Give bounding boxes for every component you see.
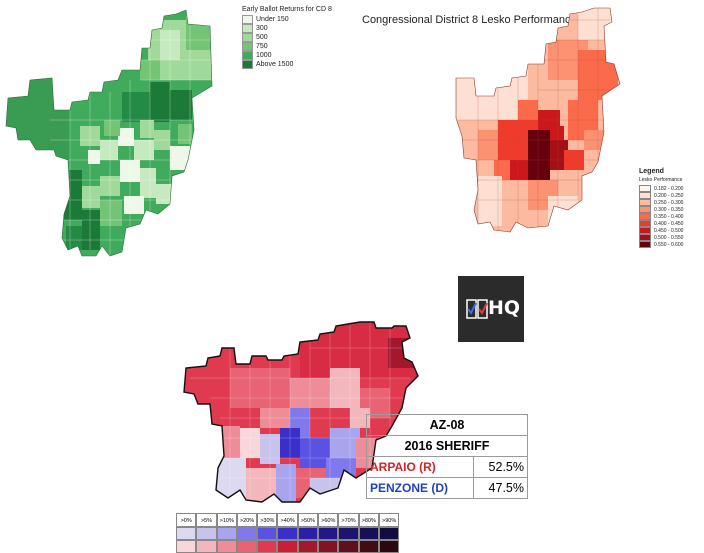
- legend-swatch: [639, 241, 651, 248]
- legend-swatch: [242, 51, 253, 60]
- lesko-legend-item: 0.250 - 0.300: [639, 199, 703, 206]
- scale-label: >50%: [297, 513, 319, 527]
- candidate-pct-rep: 52.5%: [473, 456, 528, 478]
- legend-label: Under 150: [256, 16, 289, 23]
- results-race: 2016 SHERIFF: [366, 435, 528, 457]
- scale-label: >0%: [176, 513, 197, 527]
- early-ballot-legend-item: 500: [242, 33, 352, 42]
- lesko-legend-item: 0.500 - 0.550: [639, 234, 703, 241]
- table-row: AZ-08: [366, 414, 528, 436]
- scale-label: >40%: [277, 513, 298, 527]
- early-ballot-legend-item: Above 1500: [242, 60, 352, 69]
- scale-label: >90%: [378, 513, 400, 527]
- legend-label: Above 1500: [256, 61, 294, 68]
- legend-swatch: [639, 199, 651, 206]
- candidate-name-rep: ARPAIO (R): [365, 456, 475, 478]
- legend-label: 0.400 - 0.450: [654, 220, 684, 227]
- legend-swatch: [242, 24, 253, 33]
- early-ballot-legend: Early Ballot Returns for CD 8 Under 150 3…: [242, 6, 352, 69]
- legend-swatch: [242, 33, 253, 42]
- legend-label: 750: [256, 43, 268, 50]
- legend-label: 0.500 - 0.550: [654, 234, 684, 241]
- sheriff-results-table: AZ-08 2016 SHERIFF ARPAIO (R) 52.5% PENZ…: [365, 414, 528, 499]
- early-ballot-legend-item: Under 150: [242, 15, 352, 24]
- scale-label: >60%: [318, 513, 339, 527]
- lesko-performance-map: [398, 0, 638, 240]
- early-ballot-legend-title: Early Ballot Returns for CD 8: [242, 6, 332, 13]
- scale-swatch-dem: [176, 527, 197, 540]
- scale-swatch-dem: [216, 527, 237, 540]
- scale-swatch-dem: [338, 527, 359, 540]
- legend-label: 0.350 - 0.400: [654, 213, 684, 220]
- ballot-check-icon: [466, 299, 488, 319]
- legend-swatch: [242, 15, 253, 24]
- scale-label: >5%: [196, 513, 217, 527]
- table-row: PENZONE (D) 47.5%: [365, 477, 528, 499]
- lesko-legend-item: 0.400 - 0.450: [639, 220, 703, 227]
- scale-swatch-dem: [236, 527, 258, 540]
- early-ballot-legend-item: 1000: [242, 51, 352, 60]
- early-ballot-legend-item: 300: [242, 24, 352, 33]
- legend-swatch: [639, 185, 651, 192]
- scale-swatch-dem: [257, 527, 278, 540]
- legend-swatch: [639, 220, 651, 227]
- legend-label: 0.450 - 0.500: [654, 227, 684, 234]
- legend-label: 500: [256, 34, 268, 41]
- lesko-legend-subtitle: Lesko Performance: [639, 177, 683, 183]
- scale-label: >80%: [358, 513, 379, 527]
- scale-label: >70%: [338, 513, 359, 527]
- candidate-pct-dem: 47.5%: [473, 477, 528, 499]
- lesko-legend-heading: Legend: [639, 168, 664, 175]
- legend-swatch: [242, 60, 253, 69]
- legend-label: 0.300 - 0.350: [654, 206, 684, 213]
- legend-swatch: [242, 42, 253, 51]
- lesko-legend-item: 0.350 - 0.400: [639, 213, 703, 220]
- table-row: 2016 SHERIFF: [366, 435, 528, 457]
- lesko-legend-item: 0.182 - 0.200: [639, 185, 703, 192]
- candidate-name-dem: PENZONE (D): [365, 477, 475, 499]
- scale-label: >10%: [216, 513, 237, 527]
- scale-label: >30%: [257, 513, 278, 527]
- margin-scale: >0% >5% >10% >20% >30% >40% >50% >60% >70% >80% >9…: [176, 513, 400, 553]
- lesko-map-title: Congressional District 8 Lesko Performan…: [362, 14, 577, 26]
- early-ballot-legend-item: 750: [242, 42, 352, 51]
- lesko-legend-item: 0.550 - 0.600: [639, 241, 703, 248]
- legend-swatch: [639, 192, 651, 199]
- legend-swatch: [639, 234, 651, 241]
- legend-swatch: [639, 227, 651, 234]
- legend-swatch: [639, 206, 651, 213]
- hq-logo-text: HQ: [488, 297, 521, 319]
- scale-swatch-dem: [358, 527, 379, 540]
- legend-label: 1000: [256, 52, 272, 59]
- table-row: ARPAIO (R) 52.5%: [365, 456, 528, 478]
- results-district: AZ-08: [366, 414, 528, 436]
- early-ballot-map: [0, 0, 240, 260]
- scale-swatch-dem: [318, 527, 339, 540]
- legend-label: 0.250 - 0.300: [654, 199, 684, 206]
- legend-swatch: [639, 213, 651, 220]
- scale-swatch-dem: [297, 527, 319, 540]
- scale-swatch-dem: [196, 527, 217, 540]
- lesko-legend: Legend Lesko Performance 0.182 - 0.200 0.…: [639, 168, 703, 248]
- scale-label: >20%: [236, 513, 258, 527]
- lesko-legend-item: 0.300 - 0.350: [639, 206, 703, 213]
- scale-swatch-dem: [378, 527, 400, 540]
- lesko-legend-item: 0.450 - 0.500: [639, 227, 703, 234]
- hq-logo: HQ: [458, 276, 524, 342]
- legend-label: 0.182 - 0.200: [654, 185, 684, 192]
- lesko-legend-item: 0.200 - 0.250: [639, 192, 703, 199]
- legend-label: 0.550 - 0.600: [654, 241, 684, 248]
- scale-swatch-dem: [277, 527, 298, 540]
- legend-label: 0.200 - 0.250: [654, 192, 684, 199]
- legend-label: 300: [256, 25, 268, 32]
